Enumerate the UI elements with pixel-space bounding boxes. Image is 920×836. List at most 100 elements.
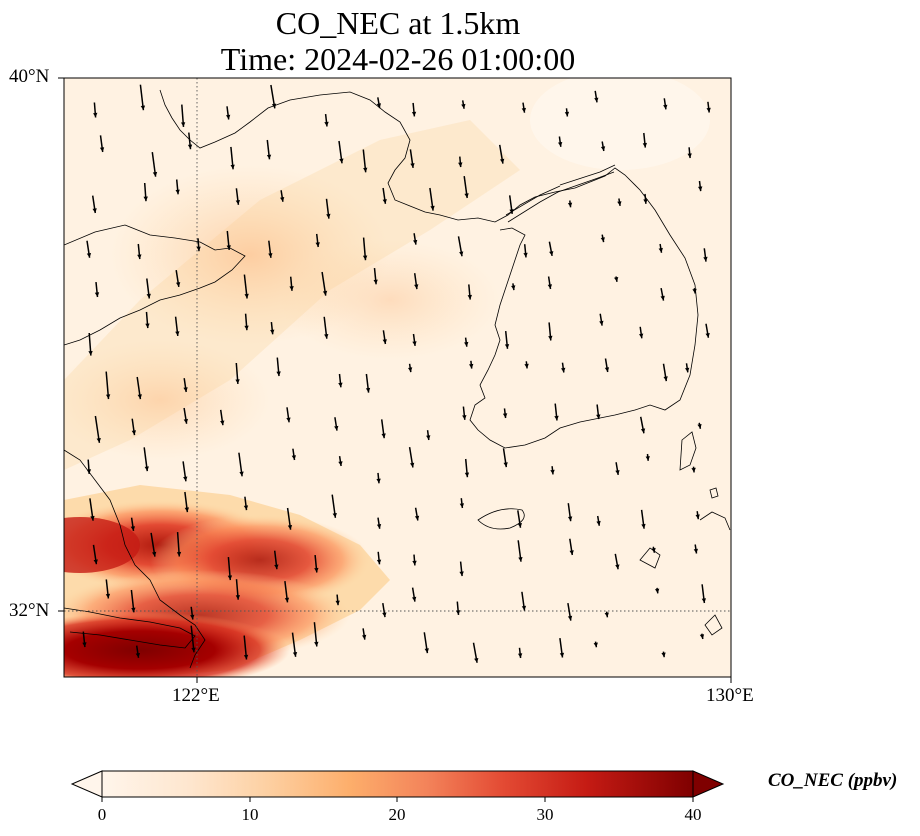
wind-arrow-head bbox=[615, 470, 620, 475]
wind-arrow-head bbox=[458, 162, 463, 168]
wind-arrow-head bbox=[268, 253, 273, 258]
wind-arrow-head bbox=[703, 256, 708, 262]
wind-arrow-head bbox=[86, 469, 92, 474]
wind-arrow-head bbox=[226, 245, 231, 250]
wind-vectors bbox=[82, 84, 711, 663]
wind-arrow-head bbox=[699, 634, 705, 639]
wind-arrow-head bbox=[596, 414, 601, 420]
wind-arrow-head bbox=[145, 323, 150, 329]
wind-arrow-head bbox=[459, 571, 464, 577]
wind-arrow-head bbox=[518, 557, 523, 562]
wind-arrow-head bbox=[315, 242, 320, 247]
wind-arrow-head bbox=[235, 200, 240, 205]
wind-arrow-head bbox=[184, 507, 189, 513]
wind-arrow-head bbox=[289, 286, 294, 291]
wind-arrow-head bbox=[474, 658, 479, 663]
wind-arrow-head bbox=[697, 424, 702, 429]
wind-arrow-head bbox=[558, 142, 563, 147]
wind-arrow-head bbox=[645, 456, 650, 461]
wind-arrow-head bbox=[322, 290, 328, 296]
wind-arrow-head bbox=[698, 186, 703, 192]
wind-arrow-head bbox=[504, 344, 510, 349]
wind-arrow-head bbox=[641, 523, 646, 529]
wind-arrow-head bbox=[604, 367, 610, 372]
wind-arrow-head bbox=[131, 430, 136, 436]
wind-arrow-head bbox=[695, 514, 700, 520]
wind-arrow-head bbox=[382, 612, 387, 618]
colorbar-tick-10: 10 bbox=[241, 805, 259, 824]
wind-arrow-head bbox=[639, 333, 644, 339]
wind-arrow-head bbox=[500, 158, 505, 164]
wind-arrow-head bbox=[517, 523, 522, 528]
colorbar-extend-min bbox=[70, 770, 103, 798]
wind-arrow-head bbox=[152, 551, 157, 557]
wind-arrow-head bbox=[561, 367, 566, 373]
wind-arrow-head bbox=[524, 363, 529, 369]
wind-arrow-head bbox=[693, 548, 698, 554]
wind-arrow-head bbox=[274, 564, 279, 570]
wind-arrow-head bbox=[554, 415, 559, 421]
wind-arrow-head bbox=[270, 329, 275, 335]
wind-arrow-head bbox=[509, 209, 514, 214]
wind-arrow-head bbox=[137, 394, 142, 400]
wind-arrow-head bbox=[462, 415, 467, 420]
wind-arrow-head bbox=[661, 652, 666, 658]
plot-title-line1: CO_NEC at 1.5km bbox=[275, 5, 521, 41]
wind-arrow-head bbox=[280, 197, 285, 202]
wind-arrow-head bbox=[502, 413, 508, 418]
wind-arrow-head bbox=[413, 239, 418, 245]
wind-arrow-head bbox=[464, 193, 469, 198]
wind-arrow-head bbox=[276, 371, 281, 377]
wind-arrow-head bbox=[131, 607, 136, 613]
map-field bbox=[64, 78, 731, 677]
wind-arrow-head bbox=[381, 433, 386, 439]
wind-arrow-head bbox=[567, 202, 573, 208]
wind-arrow-head bbox=[266, 154, 272, 160]
wind-arrow-head bbox=[176, 282, 181, 287]
wind-arrow-head bbox=[614, 277, 619, 282]
wind-arrow-head bbox=[187, 144, 193, 150]
colorbar bbox=[70, 770, 725, 802]
wind-arrow-head bbox=[99, 147, 105, 152]
wind-arrow-head bbox=[338, 382, 343, 388]
wind-arrow-head bbox=[86, 253, 92, 258]
wind-arrow-head bbox=[146, 293, 151, 299]
field-patch-ne bbox=[530, 78, 710, 170]
wind-arrow-head bbox=[243, 654, 249, 660]
wind-arrow-head bbox=[334, 425, 339, 431]
wind-arrow-head bbox=[617, 201, 622, 206]
wind-arrow-head bbox=[691, 467, 696, 473]
wind-arrow-head bbox=[663, 104, 668, 110]
wind-arrow-head bbox=[604, 612, 609, 618]
gridlines bbox=[64, 78, 731, 677]
wind-arrow-head bbox=[191, 647, 196, 653]
wind-arrow-head bbox=[243, 505, 249, 511]
colorbar-body bbox=[101, 770, 694, 798]
wind-arrow-head bbox=[82, 642, 87, 648]
lon-label-130e: 130°E bbox=[706, 685, 754, 706]
wind-arrow-head bbox=[96, 438, 101, 443]
wind-arrow-head bbox=[287, 525, 293, 530]
wind-arrow-head bbox=[332, 513, 337, 518]
lat-label-32n: 32°N bbox=[9, 600, 50, 621]
wind-arrow-head bbox=[94, 292, 100, 297]
wind-arrow-head bbox=[338, 461, 343, 466]
colorbar-tick-20: 20 bbox=[388, 805, 406, 824]
wind-arrow-head bbox=[658, 247, 663, 253]
plume-core bbox=[64, 612, 290, 677]
wind-arrow-head bbox=[105, 593, 111, 599]
wind-arrow-head bbox=[643, 199, 648, 204]
wind-arrow-head bbox=[143, 196, 148, 202]
wind-arrow-head bbox=[685, 367, 690, 373]
wind-arrow-head bbox=[339, 158, 344, 164]
wind-arrow-head bbox=[376, 103, 381, 109]
wind-arrow-head bbox=[244, 325, 249, 331]
wind-arrow-head bbox=[412, 341, 417, 346]
wind-arrow-head bbox=[600, 146, 606, 151]
wind-arrow-head bbox=[227, 575, 233, 581]
wind-arrow-head bbox=[382, 199, 387, 204]
wind-arrow-head bbox=[183, 387, 188, 392]
wind-arrow-head bbox=[547, 284, 552, 289]
wind-arrow-head bbox=[362, 634, 367, 640]
wind-arrow-head bbox=[593, 642, 598, 648]
